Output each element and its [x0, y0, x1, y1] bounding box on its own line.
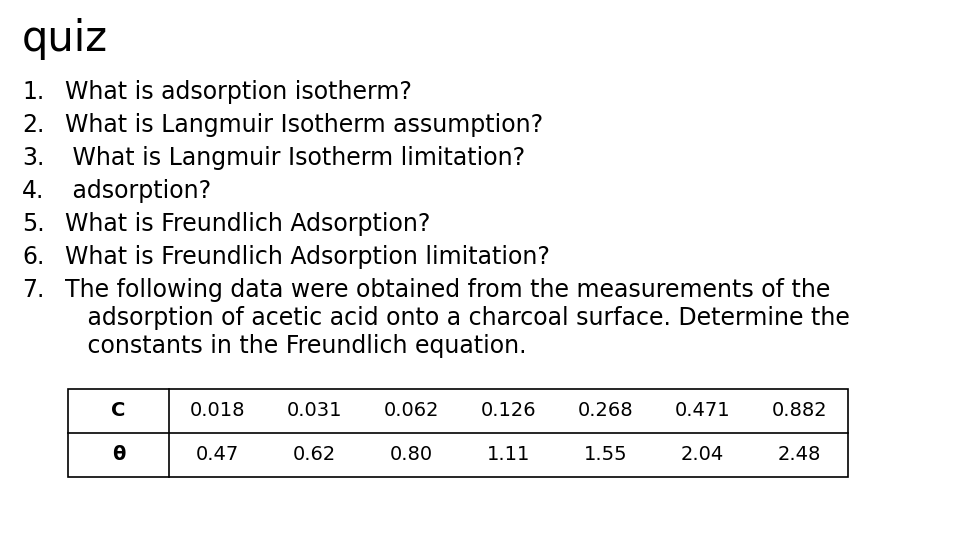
Text: C: C	[111, 402, 126, 421]
Text: 2.: 2.	[22, 113, 44, 137]
Text: θ: θ	[111, 446, 125, 464]
Text: The following data were obtained from the measurements of the
   adsorption of a: The following data were obtained from th…	[65, 278, 850, 357]
Text: 2.48: 2.48	[778, 446, 821, 464]
Text: 0.882: 0.882	[772, 402, 828, 421]
Text: 0.031: 0.031	[287, 402, 342, 421]
Text: 0.268: 0.268	[578, 402, 634, 421]
Text: adsorption?: adsorption?	[65, 179, 211, 203]
Text: 6.: 6.	[22, 245, 44, 269]
Text: 7.: 7.	[22, 278, 44, 302]
Text: 0.018: 0.018	[190, 402, 245, 421]
Text: What is Langmuir Isotherm assumption?: What is Langmuir Isotherm assumption?	[65, 113, 543, 137]
Text: 2.04: 2.04	[681, 446, 724, 464]
Text: 0.126: 0.126	[481, 402, 537, 421]
Text: 0.62: 0.62	[293, 446, 336, 464]
Text: 3.: 3.	[22, 146, 44, 170]
Text: quiz: quiz	[22, 18, 108, 60]
Text: What is Freundlich Adsorption limitation?: What is Freundlich Adsorption limitation…	[65, 245, 550, 269]
Text: 1.11: 1.11	[487, 446, 530, 464]
Text: What is adsorption isotherm?: What is adsorption isotherm?	[65, 80, 412, 104]
Text: 5.: 5.	[22, 212, 44, 236]
Text: 0.47: 0.47	[196, 446, 239, 464]
Text: 4.: 4.	[22, 179, 44, 203]
Text: 0.471: 0.471	[675, 402, 731, 421]
Bar	[68, 389, 848, 477]
Text: 0.80: 0.80	[390, 446, 433, 464]
Text: 0.062: 0.062	[384, 402, 439, 421]
Text: 1.55: 1.55	[584, 446, 627, 464]
Text: 1.: 1.	[22, 80, 44, 104]
Text: What is Freundlich Adsorption?: What is Freundlich Adsorption?	[65, 212, 430, 236]
Text: What is Langmuir Isotherm limitation?: What is Langmuir Isotherm limitation?	[65, 146, 525, 170]
